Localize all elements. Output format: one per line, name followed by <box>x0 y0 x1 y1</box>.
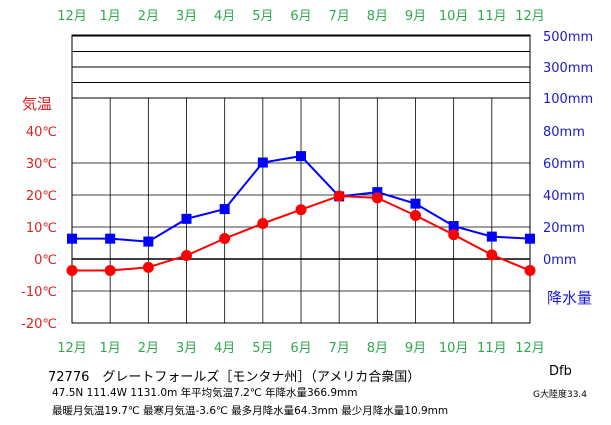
month-label-bottom: 8月 <box>367 341 388 356</box>
month-label-bottom: 3月 <box>176 341 197 356</box>
month-label-top: 6月 <box>290 9 311 24</box>
continentality-index: G大陸度33.4 <box>533 390 588 400</box>
month-label-bottom: 2月 <box>138 341 159 356</box>
month-label-bottom: 6月 <box>290 341 311 356</box>
precipitation-tick-label: 40mm <box>543 189 585 204</box>
precipitation-tick-label: 0mm <box>543 253 577 268</box>
temperature-point <box>448 229 460 241</box>
temperature-tick-label: 40℃ <box>26 125 57 140</box>
precipitation-point <box>143 236 154 247</box>
precipitation-point <box>410 198 421 209</box>
temperature-axis: 40℃ 30℃ 20℃ 10℃ 0℃ -10℃ -20℃ <box>21 125 57 332</box>
temperature-point <box>486 249 498 261</box>
temperature-point <box>333 190 345 202</box>
month-label-bottom: 11月 <box>477 341 507 356</box>
grid <box>71 34 531 324</box>
month-label-bottom: 4月 <box>214 341 235 356</box>
month-label-top: 10月 <box>439 9 469 24</box>
temperature-point <box>371 192 383 204</box>
precipitation-point <box>372 187 383 198</box>
month-label-bottom: 1月 <box>100 341 121 356</box>
temperature-point <box>410 209 421 221</box>
station-title: 72776 グレートフォールズ［モンタナ州］（アメリカ合衆国） <box>48 370 421 385</box>
precipitation-tick-label: 100mm <box>543 92 593 107</box>
month-label-top: 8月 <box>367 9 388 24</box>
month-label-top: 2月 <box>138 9 159 24</box>
temperature-tick-label: -20℃ <box>21 317 57 332</box>
precipitation-tick-label: 60mm <box>543 157 585 172</box>
temperature-point <box>257 217 269 229</box>
month-label-top: 9月 <box>405 9 426 24</box>
month-label-bottom: 9月 <box>405 341 426 356</box>
temperature-tick-label: 10℃ <box>26 221 57 236</box>
precipitation-point <box>257 157 268 168</box>
month-label-bottom: 5月 <box>252 341 273 356</box>
temperature-point <box>104 265 116 277</box>
precipitation-point <box>181 213 192 224</box>
temperature-point <box>219 233 231 245</box>
precipitation-tick-label: 20mm <box>543 221 585 236</box>
precipitation-tick-label: 500mm <box>543 30 593 45</box>
month-label-bottom: 12月 <box>57 341 87 356</box>
koppen-class: Dfb <box>549 364 572 379</box>
precipitation-point <box>448 221 459 232</box>
temperature-point <box>295 204 307 216</box>
temperature-point <box>181 249 192 261</box>
month-label-top: 4月 <box>214 9 235 24</box>
precipitation-axis-title: 降水量 <box>547 289 592 307</box>
month-labels-top: 12月 1月 2月 3月 4月 5月 6月 7月 8月 9月 10月 11月 12月 <box>57 9 545 24</box>
station-stats-1: 47.5N 111.4W 1131.0m 年平均気温7.2℃ 年降水量366.9… <box>52 387 358 399</box>
precipitation-point <box>296 151 306 162</box>
month-label-top: 12月 <box>57 9 87 24</box>
month-label-bottom: 12月 <box>515 341 545 356</box>
month-label-bottom: 7月 <box>329 341 350 356</box>
precipitation-point <box>67 233 77 244</box>
precipitation-point <box>105 233 116 244</box>
temperature-tick-label: 0℃ <box>34 253 57 268</box>
month-labels-bottom: 12月 1月 2月 3月 4月 5月 6月 7月 8月 9月 10月 11月 12月 <box>57 341 545 356</box>
temperature-point <box>524 265 536 277</box>
precipitation-point <box>219 204 230 215</box>
temperature-tick-label: 30℃ <box>26 157 57 172</box>
temperature-axis-title: 気温 <box>22 95 52 113</box>
precipitation-tick-label: 300mm <box>543 61 593 76</box>
precipitation-axis: 0mm 20mm 40mm 60mm 80mm 100mm 300mm 500mm <box>543 30 593 268</box>
month-label-top: 12月 <box>515 9 545 24</box>
temperature-series <box>66 190 536 277</box>
temperature-tick-label: 20℃ <box>26 189 57 204</box>
month-label-top: 1月 <box>100 9 121 24</box>
precipitation-point <box>486 231 497 242</box>
month-label-bottom: 10月 <box>439 341 469 356</box>
temperature-point <box>66 265 78 277</box>
month-label-top: 11月 <box>477 9 507 24</box>
month-label-top: 7月 <box>329 9 350 24</box>
month-label-top: 3月 <box>176 9 197 24</box>
precipitation-point <box>525 233 535 244</box>
temperature-point <box>142 261 154 273</box>
temperature-tick-label: -10℃ <box>21 285 57 300</box>
station-stats-2: 最暖月気温19.7℃ 最寒月気温-3.6℃ 最多月降水量64.3mm 最少月降水… <box>52 405 449 417</box>
month-label-top: 5月 <box>252 9 273 24</box>
precipitation-tick-label: 80mm <box>543 125 585 140</box>
